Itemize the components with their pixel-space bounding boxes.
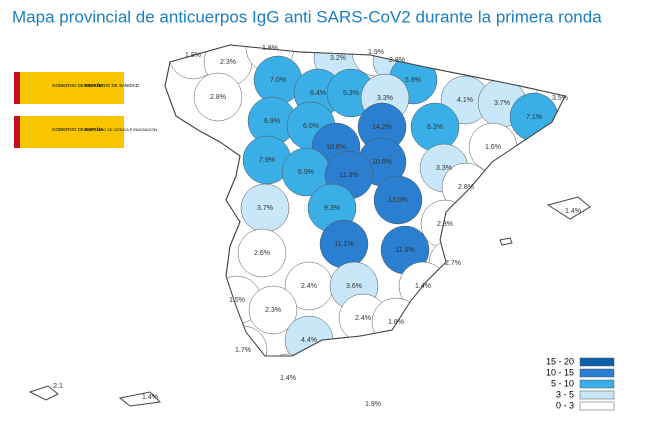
province-label: 1.4% (565, 208, 581, 215)
legend-label: 5 - 10 (551, 378, 574, 388)
province-label: 2.8% (389, 57, 405, 64)
province-label: 1.4% (142, 394, 158, 401)
legend-label: 3 - 5 (556, 389, 574, 399)
province-label: 11.1% (334, 241, 353, 248)
province-label: 3.5% (552, 95, 568, 102)
logo-text: GOBIERNO DE ESPAÑA (52, 82, 103, 88)
province-label: 14.2% (372, 124, 392, 131)
province-label: 1.4% (280, 375, 296, 382)
province (263, 353, 313, 356)
province-label: 1.8% (262, 45, 278, 52)
province-label: 3.3% (436, 165, 452, 172)
logo: GOBIERNO DE ESPAÑA MINISTERIO DE SANIDAD… (14, 72, 157, 148)
logo-text: GOBIERNO DE ESPAÑA (52, 126, 103, 132)
province-label: 2.8% (210, 94, 226, 101)
legend-label: 0 - 3 (556, 400, 574, 410)
flag-stripe (14, 116, 20, 148)
province-label: 2.4% (355, 315, 371, 322)
logo-text: MINISTERIO DE SANIDAD (84, 83, 140, 88)
province-label: 5.3% (343, 90, 359, 97)
province-label: 10.6% (326, 144, 346, 151)
province-label: 4.1% (457, 97, 473, 104)
province-label: 1.6% (485, 144, 501, 151)
province-label: 3.3% (377, 95, 393, 102)
province-label: 2.1 (53, 383, 63, 390)
legend-swatch (579, 368, 615, 378)
province-label: 1.5% (229, 297, 245, 304)
province-label: 1.8% (185, 52, 201, 59)
province-label: 2.3% (265, 307, 281, 314)
province (237, 228, 287, 278)
province-label: 2.6% (254, 250, 270, 257)
province-label: 11.3% (339, 172, 358, 179)
province-label: 3.7% (494, 100, 510, 107)
province-label: 11.6% (395, 247, 414, 254)
province-label: 3.7% (257, 205, 273, 212)
province-label: 1.7% (235, 347, 251, 354)
province (193, 72, 243, 122)
province-label: 3.2% (330, 55, 346, 62)
legend-swatch (579, 390, 615, 400)
islands (28, 196, 591, 407)
logo-bg (14, 116, 124, 148)
province-label: 1.8% (388, 319, 404, 326)
province-label: 1.4% (415, 283, 431, 290)
province-label: 2.7% (445, 260, 461, 267)
province-label: 1.9% (368, 49, 384, 56)
legend-label: 15 - 20 (546, 356, 574, 366)
legend-label: 10 - 15 (546, 367, 574, 377)
province-label: 7.1% (526, 114, 542, 121)
province-label: 2.8% (458, 184, 474, 191)
province-label: 3.6% (346, 283, 362, 290)
province-label: 6.4% (310, 90, 326, 97)
province (373, 175, 423, 225)
title: Mapa provincial de anticuerpos IgG anti … (12, 7, 602, 26)
province-label: 2.3% (437, 221, 453, 228)
province-label: 6.9% (264, 118, 280, 125)
province-label: 4.4% (301, 337, 317, 344)
province (248, 285, 298, 335)
province-labels: 1.8% 2.3% 1.8% 3.2% 1.9% 2.8% 7.0% 6.4% 5.3% 5.8%… (53, 45, 581, 408)
legend-swatch (579, 379, 615, 389)
province-label: 6.3% (427, 124, 443, 131)
province-label: 5.8% (405, 77, 421, 84)
flag-stripe (14, 72, 20, 104)
logo-text: MINISTERIO DE CIENCIA E INNOVACIÓN (84, 127, 157, 132)
province-label: 7.9% (259, 157, 275, 164)
province-label: 9.3% (324, 205, 340, 212)
province-label: 7.0% (270, 77, 286, 84)
province-label: 6.0% (303, 123, 319, 130)
province-label: 6.9% (298, 169, 314, 176)
logo-bg (14, 72, 124, 104)
legend-swatch (579, 357, 615, 367)
province-label: 13.0% (388, 197, 408, 204)
legend-swatch (579, 401, 615, 411)
province-label: 2.3% (220, 59, 236, 66)
province-label: 10.9% (372, 159, 392, 166)
province-label: 1.9% (365, 401, 381, 408)
province-label: 2.4% (301, 283, 317, 290)
